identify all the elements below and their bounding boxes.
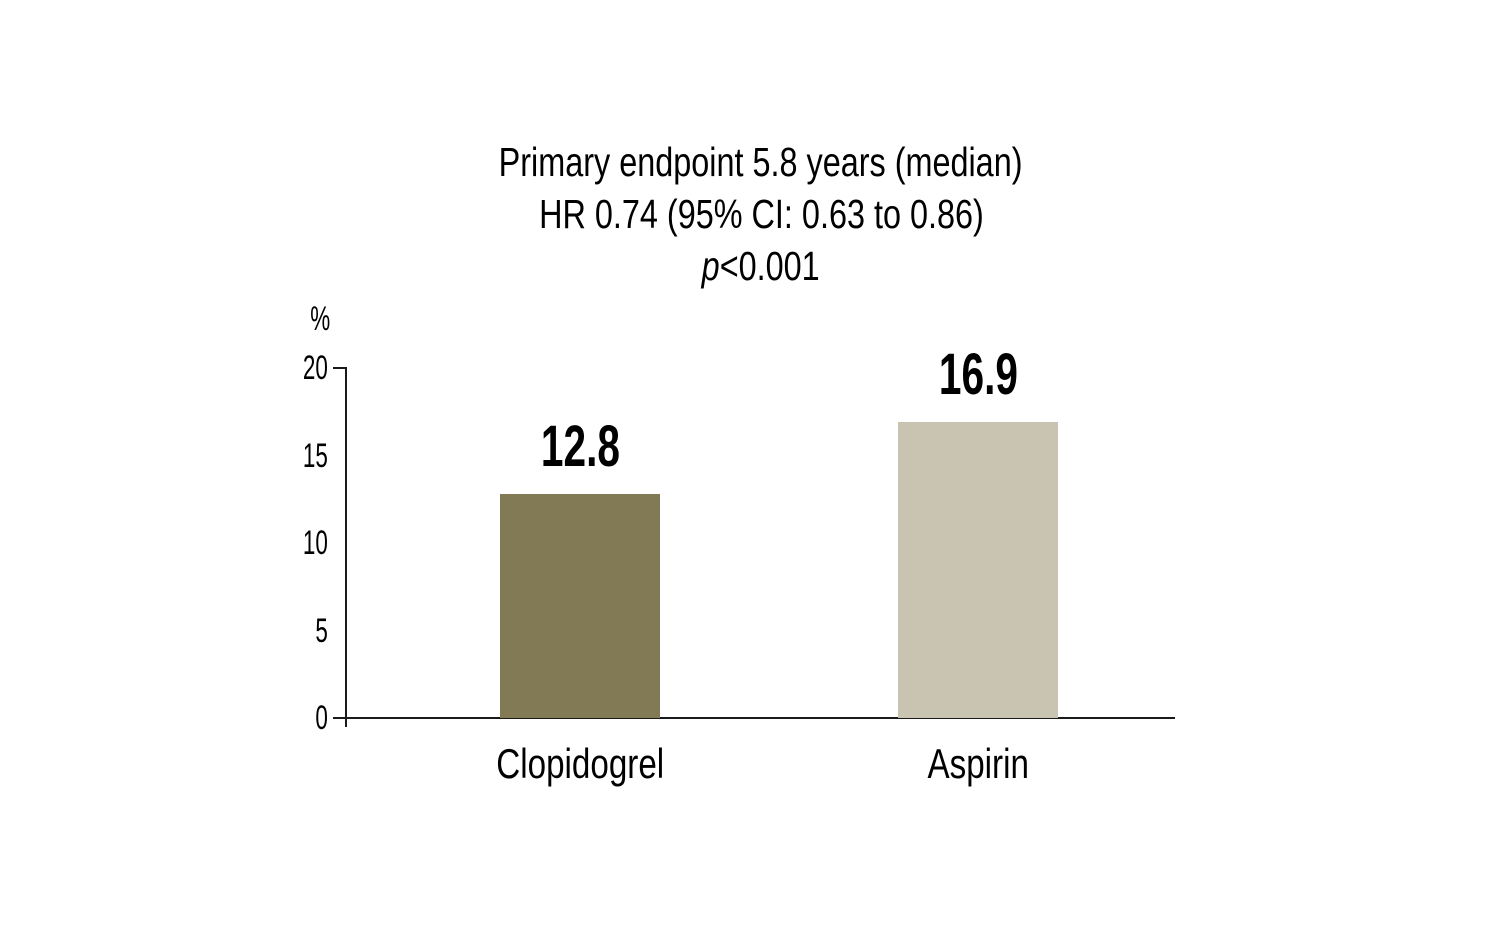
y-axis-unit-label: % (310, 300, 330, 338)
chart-title-line-2: HR 0.74 (95% CI: 0.63 to 0.86) (538, 191, 984, 237)
chart-title-p-value: p<0.001 (701, 243, 820, 289)
x-axis-line (333, 717, 1175, 719)
bar-clopidogrel (500, 494, 660, 718)
y-tick-label-20: 20 (303, 349, 328, 387)
category-label-aspirin: Aspirin (927, 740, 1029, 787)
y-tick-label-5: 5 (315, 611, 328, 650)
chart-title-line-1: Primary endpoint 5.8 years (median) (499, 139, 1023, 185)
chart-title: Primary endpoint 5.8 years (median) HR 0… (347, 136, 1175, 292)
bar-value-clopidogrel: 12.8 (540, 414, 620, 479)
bar-value-aspirin: 16.9 (938, 342, 1018, 408)
y-tick-label-0: 0 (315, 699, 328, 737)
bar-aspirin (898, 422, 1058, 718)
category-label-clopidogrel: Clopidogrel (496, 740, 664, 787)
y-axis-top-tick (333, 367, 347, 369)
y-axis-line (345, 368, 347, 727)
y-tick-label-10: 10 (303, 524, 328, 562)
y-tick-label-15: 15 (303, 436, 328, 475)
